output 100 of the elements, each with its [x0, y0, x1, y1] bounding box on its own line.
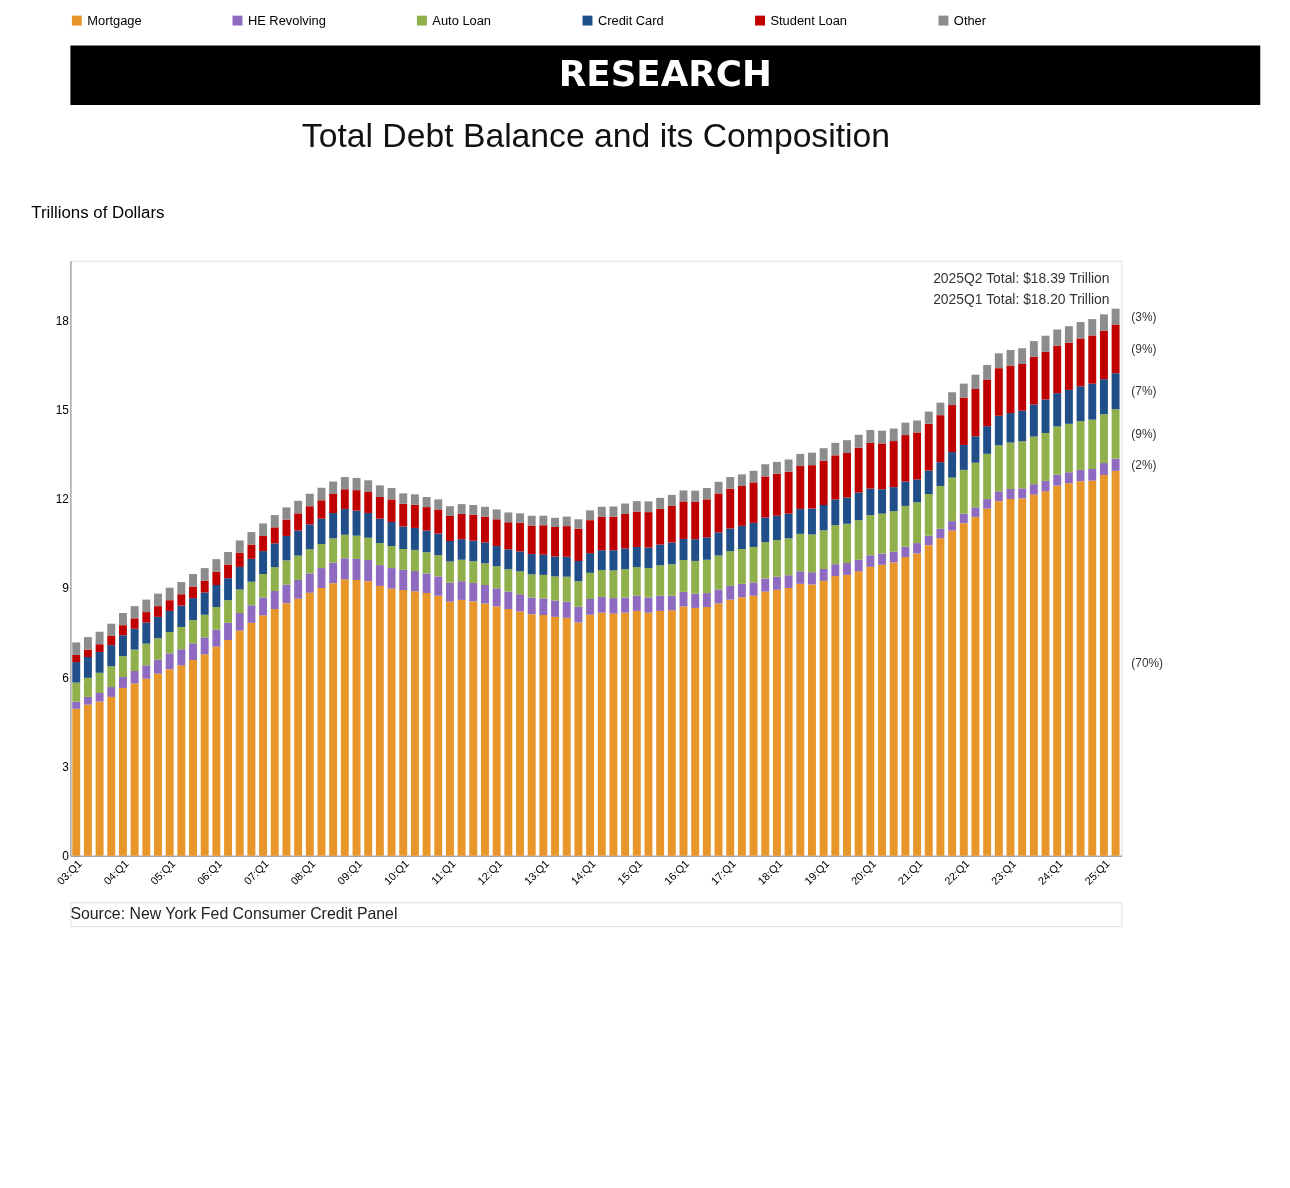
bar — [445, 541, 454, 562]
bar — [154, 673, 162, 856]
bar — [422, 530, 431, 553]
bar — [247, 558, 256, 582]
bar — [130, 628, 139, 650]
bar — [1029, 356, 1038, 405]
bar — [364, 560, 373, 582]
bar — [562, 617, 571, 856]
bar — [889, 551, 898, 563]
bar — [691, 501, 700, 540]
bar — [130, 606, 139, 619]
bar — [492, 606, 501, 856]
bar — [656, 595, 665, 611]
bar — [270, 527, 279, 544]
bar — [95, 651, 104, 673]
bar — [317, 500, 326, 519]
bar — [1076, 386, 1085, 422]
bar — [200, 592, 209, 615]
bar — [843, 497, 851, 524]
bar — [796, 508, 805, 534]
bar — [1006, 413, 1015, 443]
bar — [1088, 419, 1097, 470]
bar — [609, 613, 618, 856]
bar — [527, 525, 536, 555]
bar — [702, 488, 711, 500]
bar — [165, 669, 174, 856]
bar — [434, 533, 443, 556]
bar — [200, 654, 209, 856]
bar — [189, 574, 197, 587]
bar — [726, 551, 735, 586]
bar — [983, 499, 992, 509]
bar — [749, 546, 758, 583]
bar — [492, 546, 501, 567]
bar — [796, 453, 805, 467]
text: RESEARCH — [558, 53, 772, 95]
bar — [527, 515, 536, 526]
bar — [142, 665, 151, 679]
bar — [971, 507, 980, 517]
bar — [959, 513, 968, 524]
bar — [726, 488, 735, 529]
bar — [282, 507, 291, 520]
bar — [772, 473, 781, 516]
bar — [772, 576, 781, 590]
bar — [212, 646, 221, 856]
bar — [1099, 414, 1108, 464]
bar — [714, 603, 723, 856]
bar — [983, 379, 992, 427]
bar — [457, 581, 466, 600]
bar — [889, 428, 898, 442]
bar — [516, 522, 524, 552]
bar — [305, 493, 314, 507]
bar — [948, 392, 957, 406]
bar — [667, 595, 676, 611]
annotation: 2025Q1 Total: $18.20 Trillion — [933, 291, 1110, 308]
bar — [481, 542, 489, 564]
bar — [971, 516, 980, 856]
bar — [375, 565, 384, 586]
bar — [504, 569, 513, 592]
bar — [434, 499, 443, 510]
bar — [597, 570, 606, 597]
bar — [504, 549, 513, 570]
bar — [819, 505, 828, 531]
bar — [1064, 483, 1073, 856]
bar — [562, 556, 571, 577]
bar — [586, 520, 595, 554]
bar — [621, 569, 630, 598]
bar — [597, 612, 606, 856]
text: (3%) — [1131, 309, 1157, 324]
bar — [551, 616, 560, 856]
bar — [656, 544, 665, 566]
bar — [819, 448, 828, 461]
bar — [95, 631, 104, 645]
bar — [983, 508, 992, 856]
bar — [843, 574, 851, 856]
bar — [1064, 326, 1073, 343]
bar — [1064, 472, 1073, 484]
bar — [737, 485, 746, 526]
bar — [1111, 308, 1120, 325]
bar — [399, 569, 408, 591]
bar — [83, 649, 92, 658]
bar — [562, 601, 571, 618]
bar — [913, 479, 922, 503]
bar — [516, 594, 524, 612]
bar — [562, 576, 571, 602]
bar — [1099, 474, 1108, 856]
y-axis-title: Trillions of Dollars — [31, 202, 165, 222]
bar — [726, 528, 735, 552]
bar — [189, 586, 197, 599]
bar — [270, 590, 279, 610]
bar — [189, 598, 197, 621]
bar — [177, 649, 186, 666]
bar — [83, 657, 92, 678]
bar — [1018, 441, 1027, 489]
bar — [410, 494, 419, 505]
bar — [948, 521, 957, 531]
bar — [399, 493, 408, 504]
bar — [83, 696, 92, 705]
bar — [434, 555, 443, 577]
bar — [866, 555, 875, 567]
bar — [399, 526, 408, 550]
